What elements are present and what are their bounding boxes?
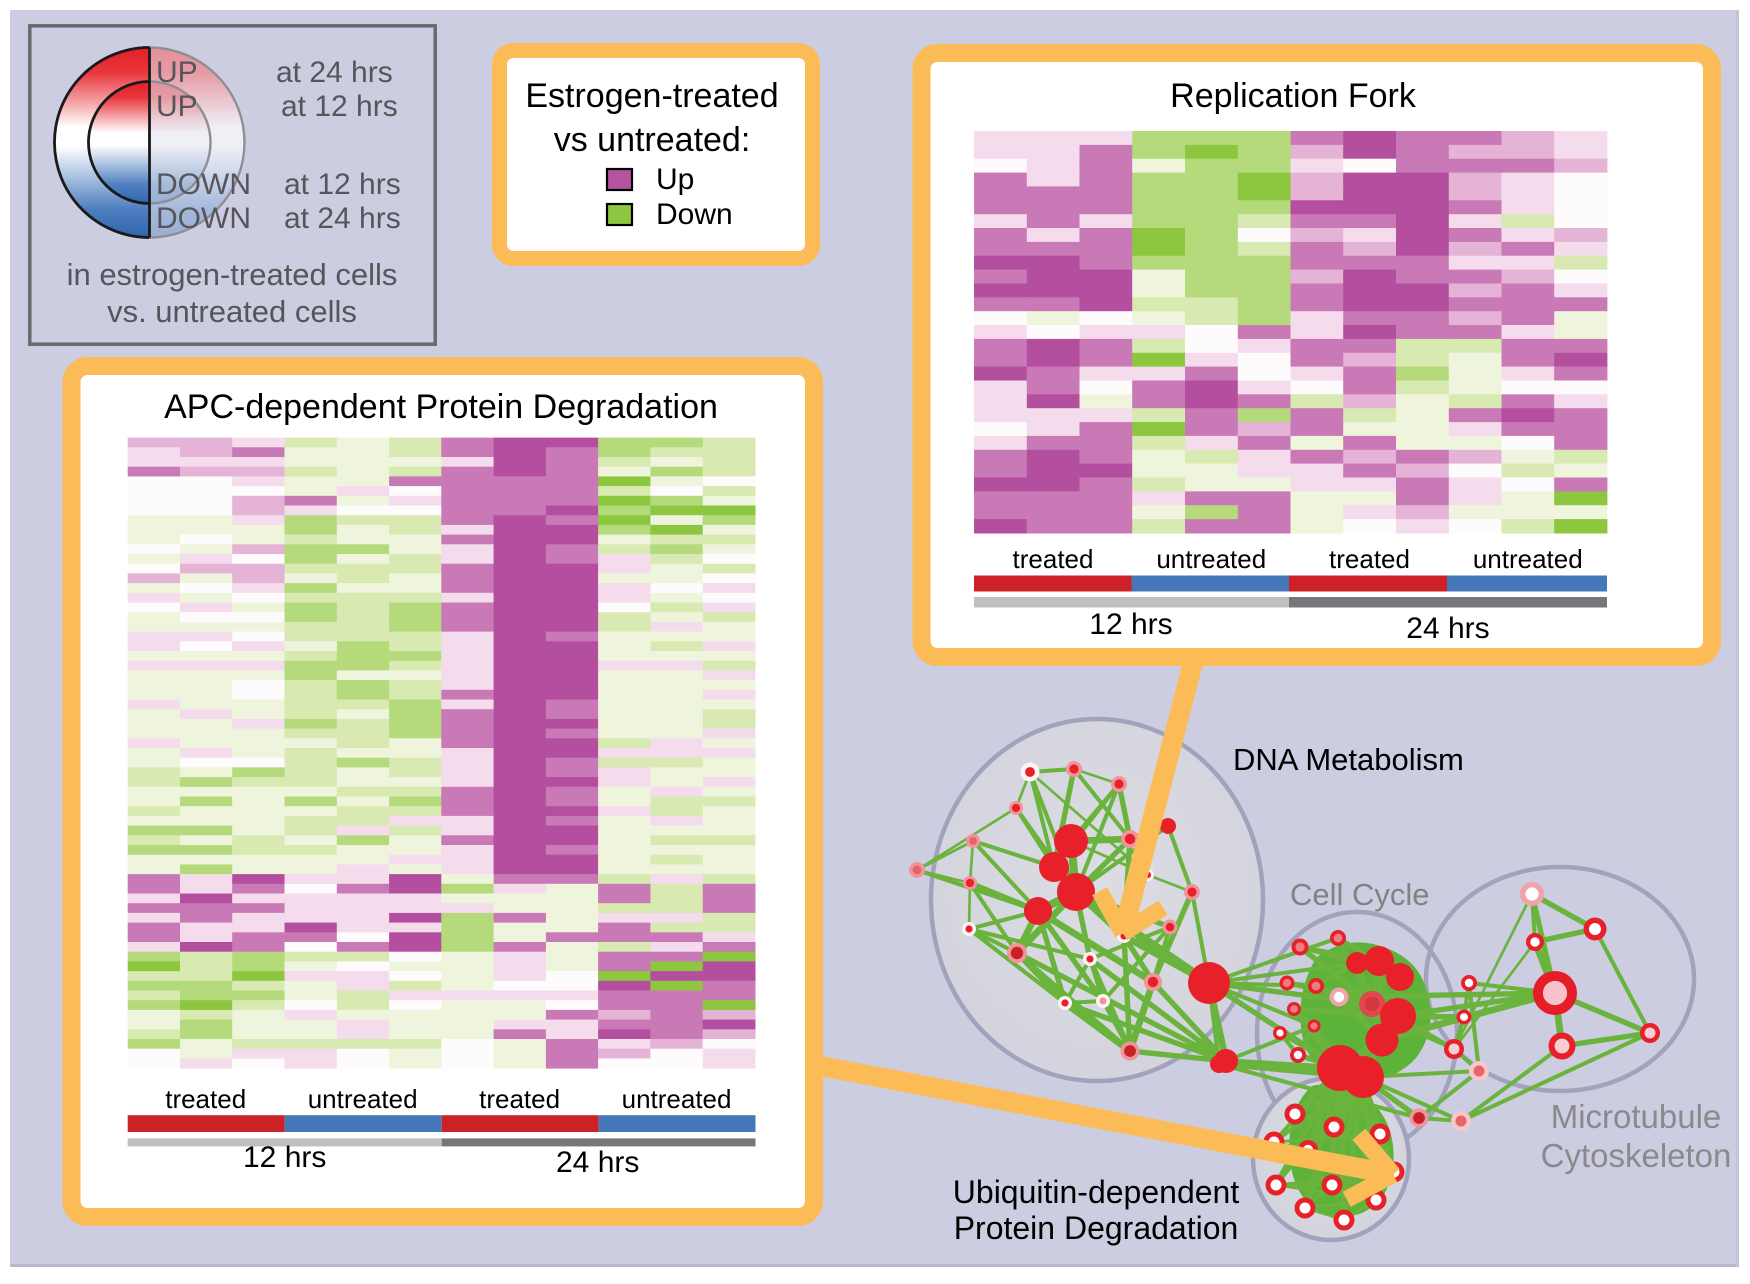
svg-text:in estrogen-treated cells: in estrogen-treated cells: [67, 257, 398, 292]
svg-text:Cytoskeleton: Cytoskeleton: [1541, 1137, 1732, 1174]
svg-text:APC-dependent Protein Degradat: APC-dependent Protein Degradation: [164, 388, 718, 426]
svg-text:UP: UP: [156, 90, 198, 123]
svg-text:UP: UP: [156, 56, 198, 89]
svg-text:Microtubule: Microtubule: [1551, 1098, 1722, 1135]
svg-text:treated: treated: [165, 1084, 246, 1114]
svg-text:untreated: untreated: [1156, 544, 1266, 574]
svg-text:Protein Degradation: Protein Degradation: [954, 1210, 1239, 1246]
svg-text:treated: treated: [1013, 544, 1094, 574]
svg-text:Cell Cycle: Cell Cycle: [1290, 877, 1430, 912]
svg-text:treated: treated: [1329, 544, 1410, 574]
svg-text:at 12 hrs: at 12 hrs: [284, 168, 401, 201]
svg-text:treated: treated: [479, 1084, 560, 1114]
svg-text:Estrogen-treated: Estrogen-treated: [525, 77, 778, 115]
svg-text:at 24 hrs: at 24 hrs: [276, 56, 393, 89]
svg-text:untreated: untreated: [308, 1084, 418, 1114]
svg-text:DOWN: DOWN: [156, 168, 251, 201]
svg-text:DOWN: DOWN: [156, 202, 251, 235]
svg-text:Down: Down: [656, 198, 733, 231]
svg-text:at 12 hrs: at 12 hrs: [281, 90, 398, 123]
svg-text:12 hrs: 12 hrs: [243, 1141, 326, 1174]
svg-text:12 hrs: 12 hrs: [1089, 608, 1172, 641]
svg-text:Ubiquitin-dependent: Ubiquitin-dependent: [953, 1174, 1240, 1210]
svg-text:DNA Metabolism: DNA Metabolism: [1233, 742, 1464, 777]
svg-text:24 hrs: 24 hrs: [1406, 612, 1489, 645]
svg-text:vs. untreated cells: vs. untreated cells: [107, 294, 357, 329]
svg-text:untreated: untreated: [622, 1084, 732, 1114]
svg-text:vs untreated:: vs untreated:: [554, 121, 751, 159]
svg-text:Replication Fork: Replication Fork: [1170, 77, 1417, 115]
svg-text:untreated: untreated: [1473, 544, 1583, 574]
svg-text:Up: Up: [656, 163, 694, 196]
svg-text:24 hrs: 24 hrs: [556, 1146, 639, 1179]
svg-text:at 24 hrs: at 24 hrs: [284, 202, 401, 235]
